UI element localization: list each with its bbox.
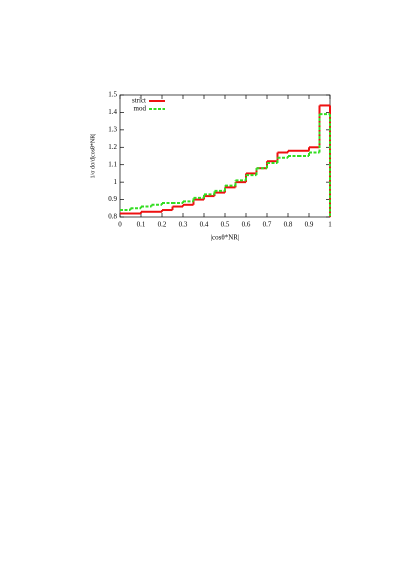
y-tick-label: 0.9 (108, 195, 117, 203)
y-tick-label: 1 (114, 178, 118, 186)
y-tick-label: 0.8 (108, 213, 117, 221)
x-tick-label: 0.9 (305, 221, 314, 229)
x-tick-label: 0.7 (263, 221, 272, 229)
x-tick-label: 0 (118, 221, 122, 229)
y-tick-label: 1.4 (108, 108, 117, 116)
x-axis-label: |cosθ*NR| (211, 234, 240, 242)
x-tick-label: 0.1 (137, 221, 146, 229)
legend-label: strict (132, 97, 146, 105)
x-tick-label: 0.4 (200, 221, 209, 229)
x-tick-label: 1 (328, 221, 332, 229)
x-tick-label: 0.3 (179, 221, 188, 229)
y-tick-label: 1.5 (108, 91, 117, 99)
y-tick-label: 1.1 (108, 160, 117, 168)
x-tick-label: 0.6 (242, 221, 251, 229)
y-tick-label: 1.2 (108, 143, 117, 151)
x-tick-label: 0.2 (158, 221, 167, 229)
y-axis-label: 1/σ dσ/d|cosθ*NR| (90, 134, 96, 179)
x-tick-label: 0.5 (221, 221, 230, 229)
legend-label: mod (134, 105, 147, 113)
y-tick-label: 1.3 (108, 125, 117, 133)
x-tick-label: 0.8 (284, 221, 293, 229)
